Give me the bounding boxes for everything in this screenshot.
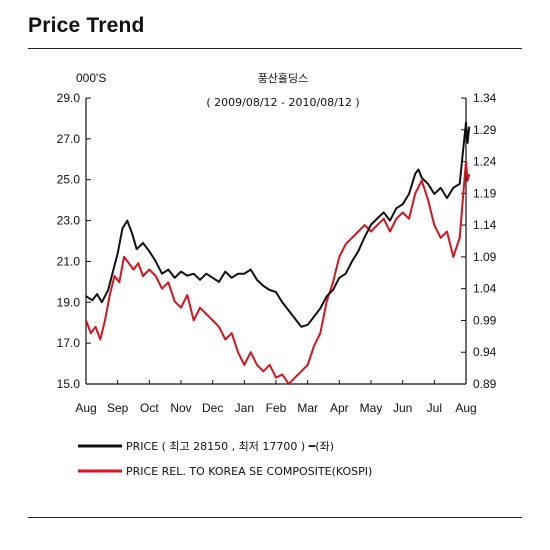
x-tick-label: Aug [455,401,476,415]
right-axis: 1.34 1.29 1.24 1.19 1.14 1.09 1.04 0.99 0.94 0.89 [461,91,497,391]
legend-label-relative: PRICE REL. TO KOREA SE COMPOSITE(KOSPI) [126,465,372,478]
right-tick-label: 1.29 [473,123,497,137]
y-unit-label: 000'S [76,71,106,85]
chart-subtitle-range: ( 2009/08/12 - 2010/08/12 ) [206,96,359,109]
x-tick-label: Mar [297,401,318,415]
x-axis: Aug Sep Oct Nov Dec Jan Feb Mar Apr May Jun Jul Aug [75,380,477,415]
legend-label-price: PRICE ( 최고 28150 , 최저 17700 ) ━(좌) [126,440,334,453]
left-tick-label: 23.0 [57,214,81,228]
right-tick-label: 1.24 [473,155,497,169]
x-tick-label: May [360,401,383,415]
x-tick-label: Aug [75,401,96,415]
x-tick-label: Apr [330,401,349,415]
x-tick-label: Oct [140,401,159,415]
x-tick-label: Dec [202,401,223,415]
left-tick-label: 25.0 [57,173,81,187]
x-tick-label: Jun [393,401,412,415]
right-tick-label: 1.09 [473,250,497,264]
left-tick-label: 15.0 [57,377,81,391]
right-tick-label: 1.04 [473,282,497,296]
x-tick-label: Sep [107,401,129,415]
right-tick-label: 1.34 [473,91,497,105]
bottom-rule [28,517,522,518]
x-tick-label: Nov [170,401,191,415]
left-tick-label: 21.0 [57,254,81,268]
top-rule [28,48,522,49]
x-tick-label: Jul [427,401,442,415]
left-tick-label: 17.0 [57,336,81,350]
x-tick-label: Feb [266,401,287,415]
x-tick-label: Jan [235,401,254,415]
left-tick-label: 27.0 [57,132,81,146]
right-tick-label: 0.94 [473,345,497,359]
left-axis: 29.0 27.0 25.0 23.0 21.0 19.0 17.0 15.0 [57,91,91,391]
right-tick-label: 0.89 [473,377,497,391]
left-tick-label: 29.0 [57,91,81,105]
right-tick-label: 1.19 [473,186,497,200]
right-tick-label: 0.99 [473,313,497,327]
price-series-line [85,121,471,328]
series-lines [85,121,471,385]
legend: PRICE ( 최고 28150 , 최저 17700 ) ━(좌) PRICE… [78,440,372,478]
left-tick-label: 19.0 [57,295,81,309]
relative-price-series-line [85,160,471,385]
chart-subtitle-name: 풍산홀딩스 [258,72,309,85]
section-heading: Price Trend [28,14,145,37]
right-tick-label: 1.14 [473,218,497,232]
plot-frame [85,98,467,385]
